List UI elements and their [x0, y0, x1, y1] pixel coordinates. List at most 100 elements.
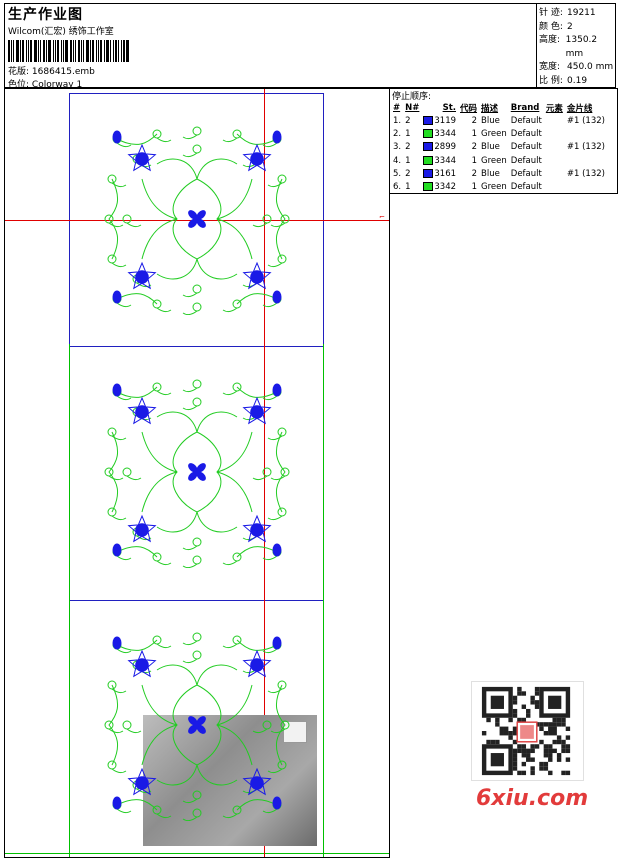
embroidery-motif-3 [104, 632, 290, 821]
green-guide-vertical-left [69, 344, 70, 857]
green-guide-vertical-right [323, 344, 324, 857]
stop-sequence-table: # N# St. 代码 描述 Brand 元素 金片线 1. 2 3119 2 Blue… [391, 101, 607, 194]
sample-photo [143, 715, 317, 846]
red-guide-vertical [264, 89, 265, 857]
color-swatch [423, 168, 434, 178]
table-row: 2. 1 3344 1 Green Default [391, 127, 607, 140]
cell-brand: Default [510, 115, 542, 126]
cell-stitches: 3344 [421, 127, 458, 140]
col-needle: N# [405, 102, 420, 113]
table-row: 5. 2 3161 2 Blue Default #1 (132) [391, 167, 607, 180]
cell-needle: 1 [405, 155, 411, 166]
cell-brand: Default [510, 182, 542, 193]
cell-description: Blue [481, 142, 500, 153]
cell-element [544, 154, 565, 167]
color-swatch [423, 115, 434, 125]
barcode [8, 40, 148, 62]
cell-element [544, 167, 565, 180]
file-value: 1686415.emb [31, 67, 95, 77]
cell-sequin [565, 154, 607, 167]
cell-description: Green [481, 182, 507, 193]
cell-stitches: 3342 [421, 180, 458, 193]
cell-element [544, 114, 565, 127]
cell-brand: Default [510, 128, 542, 139]
color-swatch [423, 142, 434, 152]
cell-brand: Default [510, 155, 542, 166]
embroidery-motif-2 [104, 379, 290, 568]
col-brand: Brand [510, 102, 540, 113]
studio-name: Wilcom(汇宏) 绣饰工作室 [8, 27, 114, 37]
table-row: 6. 1 3342 1 Green Default [391, 180, 607, 193]
file-label: 花版: [8, 67, 30, 77]
cell-code: 1 [471, 182, 478, 193]
cell-stitches: 2899 [421, 141, 458, 154]
cell-sequin: #1 (132) [566, 115, 605, 126]
qr-code [471, 681, 584, 781]
col-code: 代码 [460, 103, 478, 114]
spec-colors: 颜 色: 2 [539, 21, 573, 32]
cell-element [544, 180, 565, 193]
cell-element [544, 127, 565, 140]
cell-description: Blue [481, 115, 500, 126]
col-description: 描述 [481, 103, 499, 114]
color-swatch [423, 128, 434, 138]
cell-code: 2 [471, 142, 478, 153]
cell-brand: Default [510, 142, 542, 153]
color-swatch [423, 182, 434, 192]
spec-list: 针 迹: 19211 颜 色: 2 高度: 1350.2 mm 宽度: 450.0 mm… [539, 7, 615, 88]
cell-sequin: #1 (132) [566, 142, 605, 153]
cell-needle: 1 [405, 182, 411, 193]
watermark-logo: 6xiu.com [476, 786, 589, 811]
cell-needle: 2 [405, 142, 411, 153]
col-sequin: 金片线 [566, 103, 593, 114]
cell-index: 3. [393, 142, 402, 153]
page-title: 生产作业图 [8, 7, 83, 23]
cell-stitches: 3119 [421, 114, 458, 127]
col-index: # [393, 102, 401, 113]
cell-brand: Default [510, 168, 542, 179]
color-swatch [423, 155, 434, 165]
col-element: 元素 [545, 103, 563, 114]
spec-height: 高度: 1350.2 mm [539, 35, 598, 59]
cell-stitches: 3344 [421, 154, 458, 167]
cell-sequin [565, 127, 607, 140]
cell-needle: 2 [405, 168, 411, 179]
cell-element [544, 141, 565, 154]
file-row: 花版: 1686415.emb [8, 64, 95, 77]
cell-index: 6. [393, 182, 402, 193]
embroidery-motif-1 [104, 126, 290, 315]
colorway-row: 色位: Colorway 1 [8, 77, 82, 90]
corner-marker: ⌐ [379, 213, 385, 221]
spec-scale: 比 例: 0.19 [539, 75, 588, 86]
header-panel: 生产作业图 Wilcom(汇宏) 绣饰工作室 花版: 1686415.emb 色… [4, 3, 616, 90]
cell-description: Green [481, 155, 507, 166]
cell-code: 1 [471, 155, 478, 166]
cell-code: 2 [471, 168, 478, 179]
cell-description: Green [481, 128, 507, 139]
table-row: 1. 2 3119 2 Blue Default #1 (132) [391, 114, 607, 127]
cell-index: 4. [393, 155, 402, 166]
cell-sequin [565, 180, 607, 193]
design-canvas[interactable]: ⌐ [4, 88, 390, 858]
spec-width: 宽度: 450.0 mm [539, 62, 614, 72]
col-stitches: St. [442, 102, 457, 113]
cell-sequin: #1 (132) [566, 168, 605, 179]
spec-stitches: 针 迹: 19211 [539, 8, 596, 18]
cell-stitches: 3161 [421, 167, 458, 180]
cell-code: 1 [471, 128, 478, 139]
table-row: 3. 2 2899 2 Blue Default #1 (132) [391, 141, 607, 154]
colorway-label: 色位: [8, 80, 30, 90]
table-row: 4. 1 3344 1 Green Default [391, 154, 607, 167]
green-guide-horizontal [5, 853, 389, 854]
cell-index: 2. [393, 128, 402, 139]
stop-sequence-panel: 停止顺序: # N# St. 代码 描述 Brand 元素 金片线 1. 2 311… [390, 88, 618, 194]
table-header-row: # N# St. 代码 描述 Brand 元素 金片线 [391, 101, 607, 114]
cell-description: Blue [481, 168, 500, 179]
colorway-value: Colorway 1 [31, 80, 83, 90]
cell-index: 5. [393, 168, 402, 179]
cell-index: 1. [393, 115, 402, 126]
cell-code: 2 [471, 115, 478, 126]
cell-needle: 2 [405, 115, 411, 126]
header-info: 生产作业图 Wilcom(汇宏) 绣饰工作室 花版: 1686415.emb 色… [5, 4, 537, 90]
stop-sequence-title: 停止顺序: [392, 92, 432, 102]
